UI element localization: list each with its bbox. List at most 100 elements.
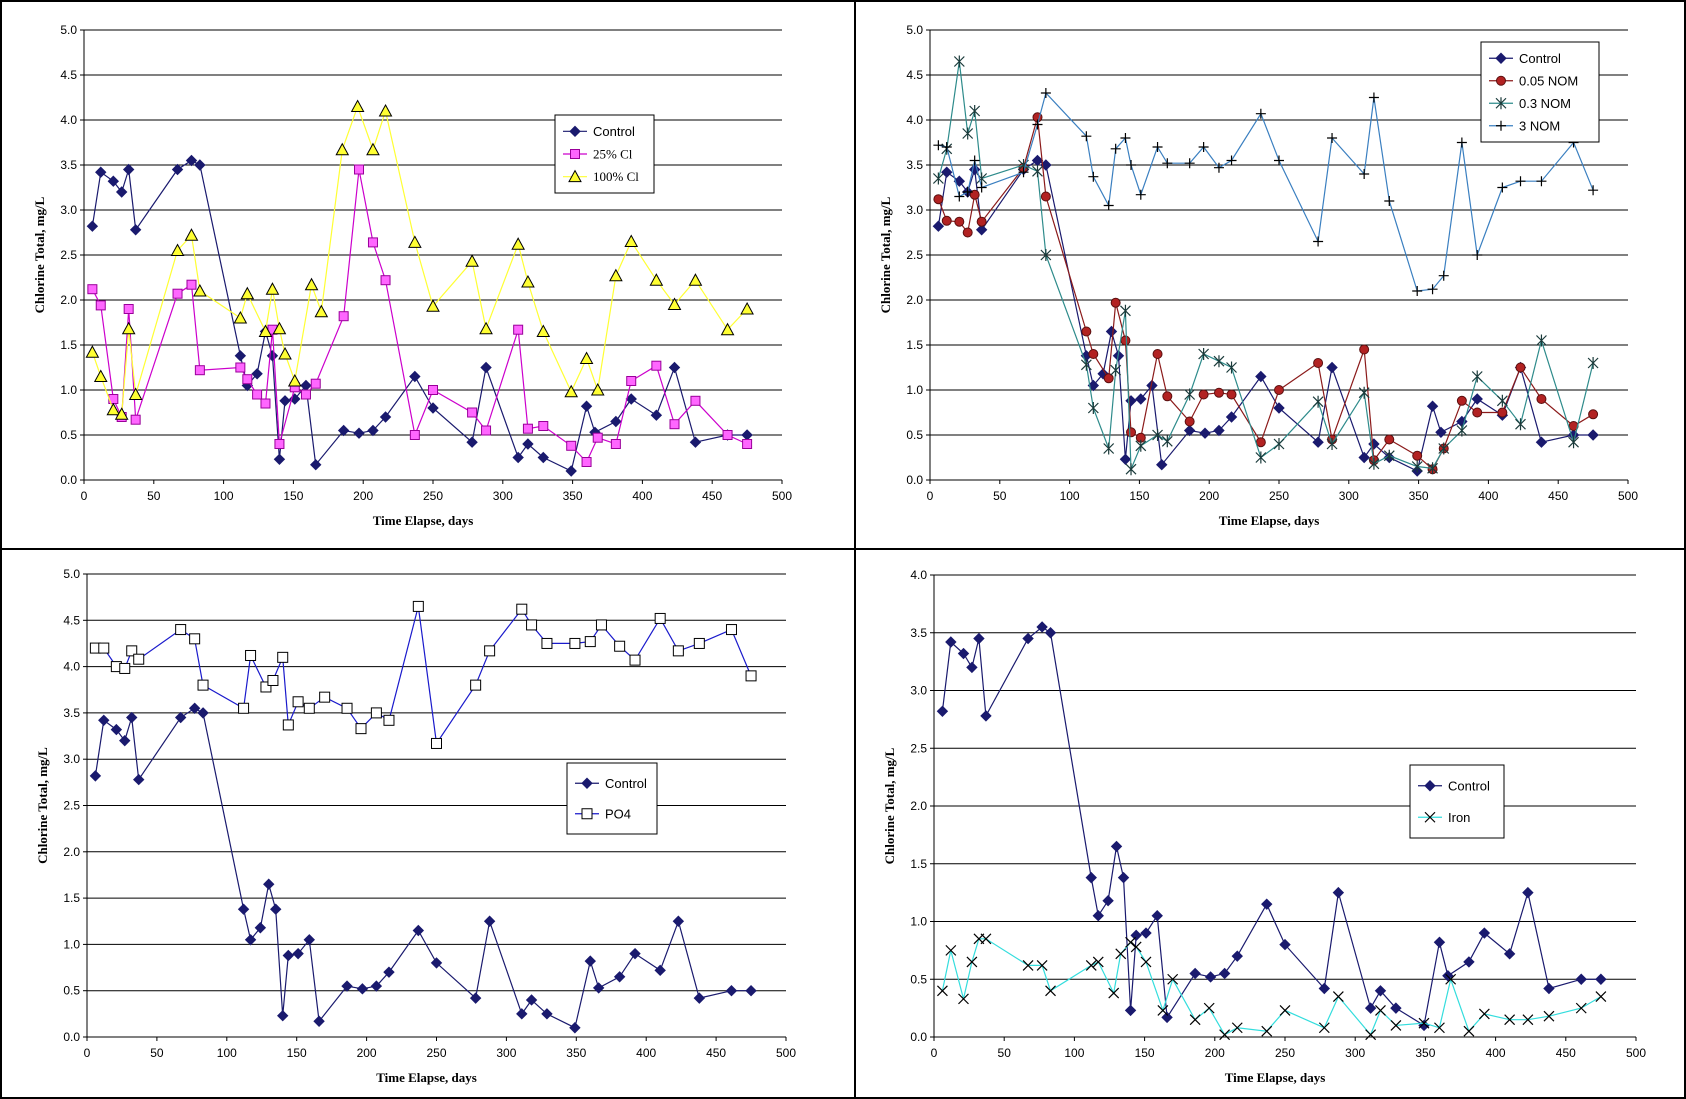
data-point — [1255, 108, 1266, 119]
data-point — [1274, 385, 1284, 395]
y-tick-label: 1.0 — [60, 383, 77, 397]
data-point — [742, 439, 753, 449]
data-point — [119, 734, 131, 747]
legend-swatch-marker — [1424, 780, 1436, 792]
chart-panel-2: 0.0 0.5 1.0 1.5 2.0 2.5 3.0 3.5 4.0 4.5 5.0 0 50 100 1… — [854, 0, 1686, 550]
data-point — [1103, 442, 1115, 455]
data-point — [119, 662, 131, 674]
data-point — [1587, 357, 1599, 369]
data-point — [1279, 1005, 1291, 1016]
data-point — [1032, 165, 1043, 178]
data-point — [1522, 1014, 1534, 1026]
series-control — [936, 621, 1607, 1032]
data-point — [933, 140, 944, 151]
data-point — [933, 194, 944, 205]
series-iron — [936, 933, 1607, 1041]
data-point — [1261, 898, 1273, 910]
data-point — [1108, 987, 1120, 999]
data-point — [1146, 379, 1158, 392]
y-tick-label: 2.5 — [60, 248, 77, 262]
data-point — [689, 436, 702, 448]
data-point — [1445, 973, 1457, 985]
data-point — [1092, 910, 1104, 922]
y-tick-label: 2.0 — [63, 845, 80, 859]
data-point — [197, 707, 209, 719]
data-point — [341, 980, 353, 992]
data-point — [1110, 840, 1123, 853]
data-point — [130, 414, 141, 425]
x-tick-label: 300 — [496, 1046, 516, 1060]
data-point — [172, 288, 183, 299]
data-point — [367, 424, 379, 437]
data-point — [1535, 436, 1548, 448]
data-point — [1504, 1014, 1516, 1026]
data-point — [189, 633, 201, 645]
y-tick-label: 4.0 — [60, 113, 77, 127]
x-tick-label: 400 — [1478, 489, 1498, 503]
data-point — [1105, 325, 1118, 338]
data-point — [1312, 436, 1324, 448]
data-point — [194, 365, 205, 376]
data-point — [966, 661, 978, 674]
data-point — [370, 707, 382, 719]
data-point — [1255, 370, 1267, 383]
data-point — [287, 373, 302, 387]
data-point — [123, 304, 134, 314]
data-point — [245, 649, 257, 661]
data-point — [95, 300, 106, 311]
series-25-cl — [87, 164, 753, 467]
y-tick-label: 3.5 — [906, 158, 923, 172]
data-point — [1102, 895, 1114, 907]
x-tick-label: 100 — [1064, 1046, 1084, 1060]
series-control — [89, 702, 757, 1034]
x-tick-label: 500 — [1626, 1046, 1646, 1060]
legend-label: 0.05 NOM — [1519, 73, 1578, 88]
data-point — [1515, 176, 1526, 187]
data-point — [310, 378, 321, 389]
chart-svg-4: 0.0 0.5 1.0 1.5 2.0 2.5 3.0 3.5 4.0 0 50 100 150 200 2… — [882, 568, 1646, 1085]
data-point — [1273, 402, 1285, 414]
data-point — [244, 934, 257, 946]
data-point — [1390, 1002, 1402, 1014]
data-point — [740, 301, 754, 315]
data-point — [1332, 886, 1345, 899]
data-point — [1125, 936, 1136, 948]
data-point — [669, 419, 680, 430]
data-point — [1161, 1011, 1173, 1024]
y-tick-label: 2.0 — [910, 799, 927, 813]
legend-swatch-marker — [1424, 811, 1436, 823]
legend: Control 25% Cl 100% Cl — [554, 114, 655, 194]
y-tick-label: 2.5 — [910, 741, 927, 755]
y-tick-label: 5.0 — [63, 567, 80, 581]
data-point — [1503, 948, 1516, 960]
data-point — [980, 710, 992, 722]
data-point — [1088, 349, 1099, 359]
data-point — [592, 982, 605, 994]
x-tick-label: 300 — [1345, 1046, 1365, 1060]
x-tick-label: 400 — [1486, 1046, 1506, 1060]
data-point — [1496, 394, 1508, 407]
series-line — [94, 707, 751, 1029]
legend-swatch-marker — [568, 169, 582, 183]
data-point — [133, 653, 145, 665]
data-point — [1274, 155, 1284, 166]
data-point — [431, 737, 442, 749]
data-point — [1110, 364, 1122, 377]
data-point — [1183, 424, 1196, 437]
x-tick-label: 400 — [632, 489, 652, 503]
data-point — [121, 321, 136, 335]
data-point — [980, 933, 992, 945]
data-point — [1040, 191, 1051, 202]
data-point — [341, 702, 353, 714]
data-point — [267, 674, 279, 686]
data-point — [107, 175, 120, 187]
data-point — [526, 619, 538, 631]
data-point — [292, 947, 304, 960]
data-point — [954, 191, 965, 202]
data-point — [1044, 627, 1057, 639]
data-point — [1040, 249, 1052, 261]
x-tick-label: 450 — [706, 1046, 726, 1060]
data-point — [1045, 985, 1056, 997]
data-point — [263, 878, 275, 890]
data-point — [651, 360, 662, 371]
